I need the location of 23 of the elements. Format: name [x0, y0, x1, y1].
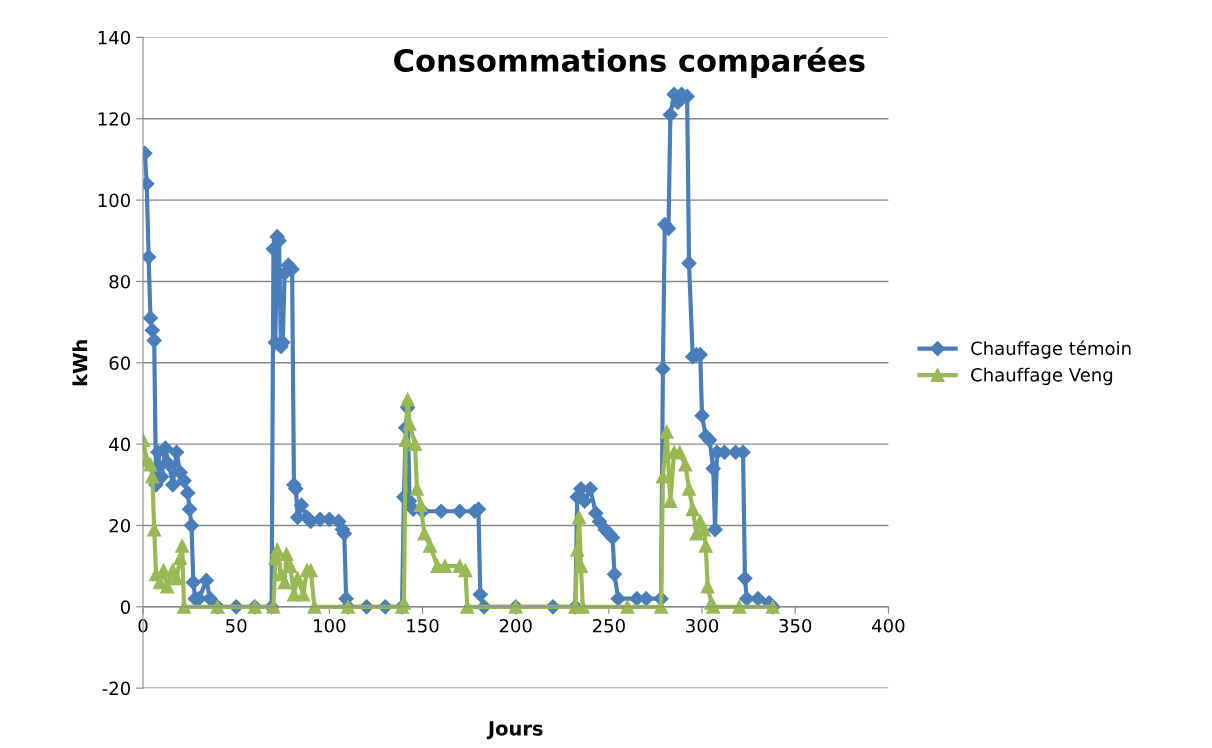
x-axis-title: Jours — [486, 721, 543, 740]
x-tick-label: 0 — [138, 618, 148, 633]
x-tick-label: 200 — [499, 618, 532, 633]
y-tick-label: 20 — [109, 518, 131, 533]
y-tick-label: 140 — [98, 30, 131, 45]
y-tick-label: 120 — [98, 112, 131, 126]
x-tick-label: 250 — [592, 618, 625, 633]
y-tick-label: 100 — [98, 193, 131, 208]
legend-label: Chauffage Veng — [971, 367, 1113, 386]
x-tick-label: 300 — [686, 618, 719, 633]
x-tick-label: 400 — [872, 618, 905, 633]
y-tick-label: 40 — [109, 437, 131, 452]
y-tick-label: 80 — [109, 274, 131, 289]
x-tick-label: 100 — [314, 618, 346, 633]
x-tick-label: 50 — [226, 618, 247, 633]
y-tick-label: 0 — [120, 600, 131, 614]
legend-label: Chauffage témoin — [971, 340, 1131, 359]
y-axis-title: kWh — [72, 340, 88, 386]
x-tick-label: 150 — [407, 618, 439, 633]
x-tick-label: 350 — [779, 618, 812, 633]
chart-title: Consommations comparées — [394, 47, 865, 78]
y-tick-label: -20 — [102, 681, 131, 696]
y-tick-label: 60 — [109, 356, 131, 370]
